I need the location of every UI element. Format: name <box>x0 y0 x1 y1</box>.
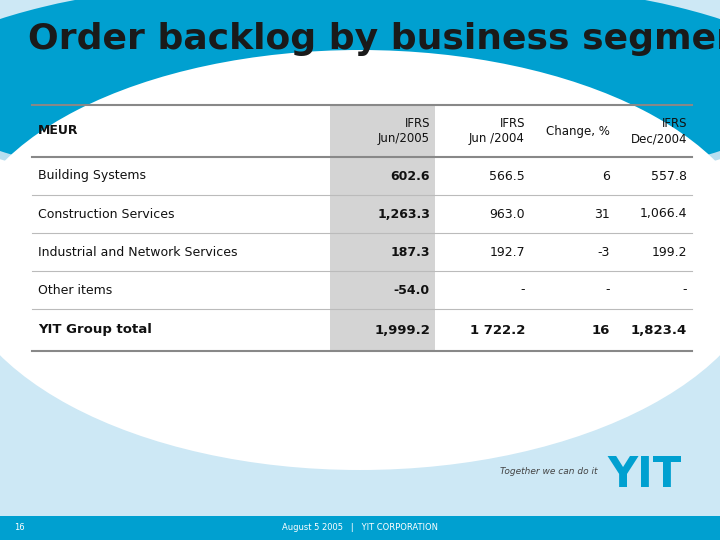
Text: -3: -3 <box>598 246 610 259</box>
Text: IFRS
Dec/2004: IFRS Dec/2004 <box>631 117 687 145</box>
Bar <box>0 516 720 540</box>
Text: 16: 16 <box>592 323 610 336</box>
Text: 566.5: 566.5 <box>490 170 525 183</box>
Text: 187.3: 187.3 <box>390 246 430 259</box>
Text: 557.8: 557.8 <box>651 170 687 183</box>
Text: 963.0: 963.0 <box>490 207 525 220</box>
Text: YIT: YIT <box>608 454 682 496</box>
Text: IFRS
Jun/2005: IFRS Jun/2005 <box>378 117 430 145</box>
Bar <box>330 105 435 351</box>
Text: YIT Group total: YIT Group total <box>38 323 152 336</box>
Text: August 5 2005   |   YIT CORPORATION: August 5 2005 | YIT CORPORATION <box>282 523 438 532</box>
Text: 1 722.2: 1 722.2 <box>469 323 525 336</box>
Text: 1,066.4: 1,066.4 <box>639 207 687 220</box>
Text: 6: 6 <box>602 170 610 183</box>
Text: Change, %: Change, % <box>546 125 610 138</box>
Text: 16: 16 <box>14 523 24 532</box>
Text: 199.2: 199.2 <box>652 246 687 259</box>
Text: -: - <box>683 284 687 296</box>
Text: -: - <box>521 284 525 296</box>
Text: IFRS
Jun /2004: IFRS Jun /2004 <box>469 117 525 145</box>
Text: Construction Services: Construction Services <box>38 207 174 220</box>
Text: Industrial and Network Services: Industrial and Network Services <box>38 246 238 259</box>
Text: Building Systems: Building Systems <box>38 170 146 183</box>
Text: Together we can do it: Together we can do it <box>500 468 598 476</box>
Ellipse shape <box>0 50 720 460</box>
Text: 31: 31 <box>594 207 610 220</box>
Text: -: - <box>606 284 610 296</box>
Ellipse shape <box>0 30 720 470</box>
Text: 602.6: 602.6 <box>390 170 430 183</box>
Text: MEUR: MEUR <box>38 125 78 138</box>
Text: Order backlog by business segment: Order backlog by business segment <box>28 22 720 56</box>
Text: 1,823.4: 1,823.4 <box>631 323 687 336</box>
Text: 192.7: 192.7 <box>490 246 525 259</box>
Text: 1,999.2: 1,999.2 <box>374 323 430 336</box>
Text: Other items: Other items <box>38 284 112 296</box>
Text: -54.0: -54.0 <box>394 284 430 296</box>
Text: 1,263.3: 1,263.3 <box>377 207 430 220</box>
Ellipse shape <box>0 20 720 200</box>
Ellipse shape <box>0 0 720 195</box>
